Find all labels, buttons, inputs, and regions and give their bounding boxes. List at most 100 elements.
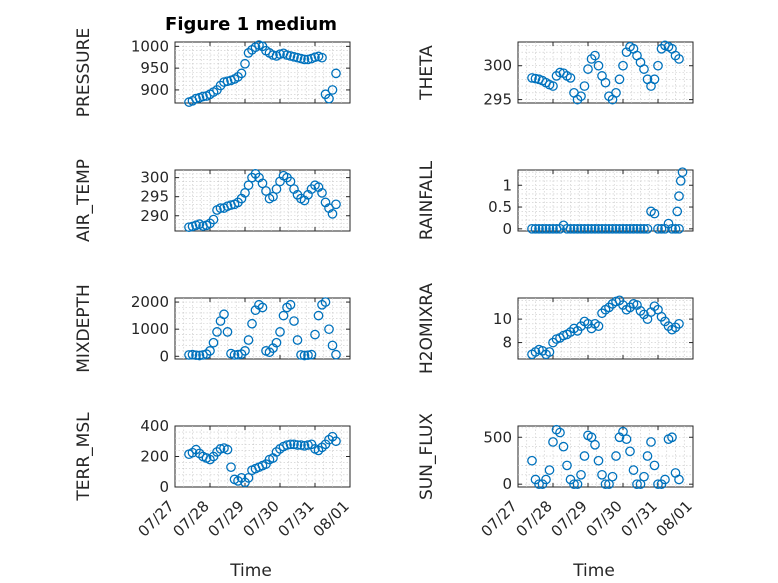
x-tick-label: 07/31 (618, 497, 661, 540)
data-point (285, 299, 296, 310)
data-point (205, 346, 215, 356)
data-point (327, 208, 338, 219)
data-point (285, 439, 296, 450)
data-point (579, 451, 590, 461)
data-point (261, 186, 271, 196)
x-tick-label: 08/01 (310, 497, 353, 540)
data-point (299, 440, 310, 451)
y-axis-label: TERR_MSL (74, 412, 94, 502)
data-point (576, 469, 586, 480)
data-point (285, 176, 296, 187)
y-tick-label: 1 (502, 176, 512, 194)
data-point (271, 184, 282, 194)
data-point (621, 434, 632, 444)
data-point (562, 223, 572, 234)
data-point (562, 460, 572, 471)
y-tick-label: 400 (140, 417, 169, 435)
data-point (576, 91, 586, 102)
subplot-4: 0 0.5 1 RAINFALL (417, 160, 694, 240)
y-tick-label: 0 (502, 475, 512, 493)
data-point (184, 350, 194, 360)
data-point (289, 439, 299, 450)
data-point (583, 223, 593, 234)
data-point (600, 223, 611, 234)
x-tick-label: 07/27 (478, 497, 521, 540)
data-point (670, 223, 681, 234)
data-point (324, 324, 334, 335)
data-point (590, 50, 600, 61)
data-point (544, 223, 555, 234)
data-point (621, 223, 632, 234)
data-point (289, 316, 299, 326)
data-point (317, 188, 327, 198)
data-point (313, 310, 324, 321)
data-point (590, 223, 600, 234)
data-point (628, 465, 639, 475)
data-point (569, 223, 579, 234)
data-point (569, 479, 579, 490)
data-point (614, 223, 625, 234)
x-tick-label: 08/01 (653, 497, 696, 540)
data-point (198, 91, 208, 102)
y-axis-label: MIXDEPTH (74, 284, 94, 373)
data-point (278, 310, 289, 321)
y-axis-label: SUN_FLUX (417, 413, 437, 500)
subplot-2: 295 300 THETA (417, 40, 694, 109)
data-point (226, 462, 236, 473)
data-point (215, 203, 226, 213)
y-tick-label: 1000 (131, 37, 169, 55)
data-point (632, 479, 642, 490)
data-point (639, 64, 649, 74)
data-point (527, 455, 537, 466)
y-tick-label: 0.5 (488, 198, 512, 216)
y-tick-label: 0 (159, 478, 169, 496)
data-point (327, 85, 338, 95)
data-point (527, 73, 537, 83)
data-point (565, 73, 576, 83)
data-point (527, 223, 537, 234)
y-tick-label: 200 (140, 448, 169, 466)
y-axis-label: RAINFALL (417, 160, 437, 240)
data-point (275, 327, 285, 337)
data-point (303, 350, 313, 361)
data-point (243, 472, 254, 483)
data-point (649, 208, 660, 219)
data-point (600, 479, 611, 490)
data-point (653, 479, 663, 490)
data-point (600, 77, 611, 88)
data-point (229, 350, 240, 360)
data-point (292, 440, 303, 450)
data-point (618, 60, 628, 71)
y-tick-label: 290 (140, 207, 169, 225)
data-point (625, 446, 635, 457)
y-tick-label: 2000 (131, 293, 169, 311)
data-point (296, 440, 306, 450)
y-tick-label: 900 (140, 81, 169, 99)
data-point (544, 347, 555, 357)
data-point (306, 349, 317, 360)
data-point (628, 223, 639, 234)
data-point (604, 223, 614, 234)
data-point (646, 437, 656, 447)
data-point (282, 440, 292, 450)
y-tick-label: 500 (483, 428, 512, 446)
y-tick-label: 295 (483, 91, 512, 109)
data-point (331, 349, 341, 360)
data-point (222, 444, 233, 455)
data-point (579, 81, 590, 91)
data-point (299, 54, 310, 65)
data-point (667, 432, 677, 443)
data-point (292, 335, 303, 345)
data-point (611, 87, 621, 98)
data-point (639, 471, 649, 482)
data-point (565, 223, 576, 234)
data-point (672, 206, 683, 217)
data-point (541, 223, 551, 234)
data-point (572, 223, 583, 234)
x-tick-label: 07/29 (205, 497, 248, 540)
x-tick-label: 07/28 (170, 497, 213, 540)
